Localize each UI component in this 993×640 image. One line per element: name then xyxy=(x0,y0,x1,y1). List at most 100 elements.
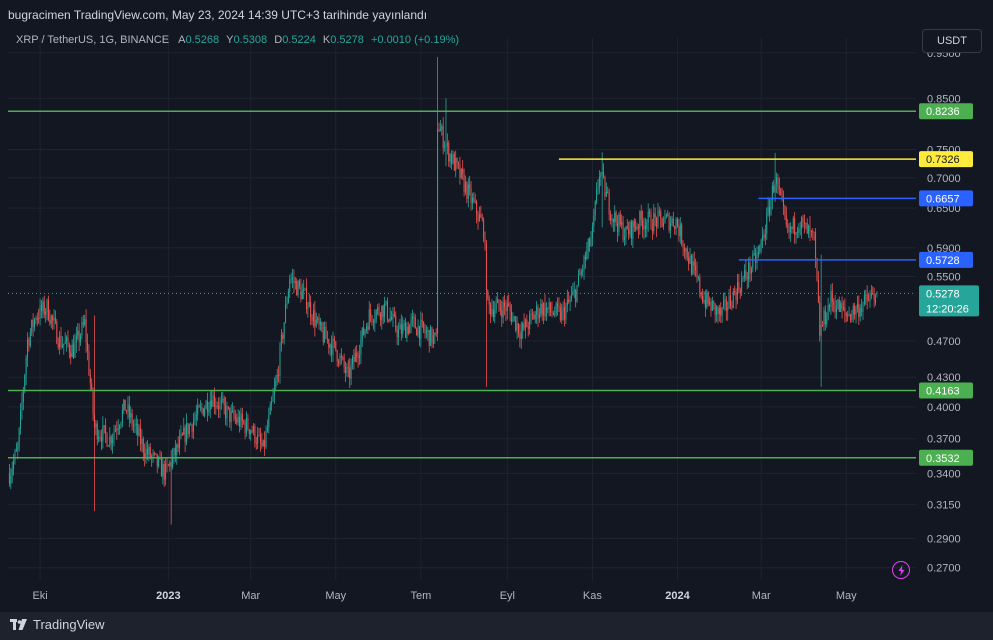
candle-body xyxy=(451,154,453,164)
candle-body xyxy=(780,189,782,195)
candle-body xyxy=(236,418,238,423)
y-tick-label: 0.3150 xyxy=(927,500,961,512)
candle-body xyxy=(240,413,242,427)
candle-body xyxy=(459,164,461,178)
tradingview-logo[interactable]: TradingView xyxy=(10,617,105,632)
x-tick-label: Eki xyxy=(32,590,47,602)
candle-body xyxy=(706,292,708,308)
candle-body xyxy=(642,219,644,230)
candle-body xyxy=(577,274,579,285)
price-chart[interactable]: 0.95000.85000.75000.70000.65000.59000.55… xyxy=(0,28,993,612)
candle-body xyxy=(854,305,856,315)
candle-body xyxy=(180,433,182,438)
candle-body xyxy=(559,307,561,321)
candle-body xyxy=(849,314,851,320)
candle-body xyxy=(796,232,798,234)
level-label: 0.5728 xyxy=(926,255,960,267)
candle-body xyxy=(38,317,40,319)
candle-body xyxy=(540,303,542,315)
candle-body xyxy=(239,416,241,427)
candle-body xyxy=(823,310,825,326)
candle-body xyxy=(322,330,324,342)
candle-body xyxy=(174,448,176,456)
candle-body xyxy=(386,300,388,320)
candle-body xyxy=(199,406,201,408)
candle-body xyxy=(22,390,24,402)
candle-body xyxy=(591,226,593,239)
candle-body xyxy=(414,317,416,329)
candle-body xyxy=(776,177,778,184)
candle-body xyxy=(513,316,515,318)
candle-body xyxy=(89,374,91,384)
candle-body xyxy=(135,423,137,426)
candle-body xyxy=(367,326,369,330)
level-label: 0.8236 xyxy=(926,106,960,118)
candle-body xyxy=(372,321,374,323)
candle-body xyxy=(272,395,274,402)
candle-body xyxy=(278,374,280,376)
candle-body xyxy=(734,290,736,293)
candle-body xyxy=(643,225,645,230)
candle-body xyxy=(654,213,656,218)
candle-body xyxy=(353,356,355,362)
candle-body xyxy=(612,218,614,222)
candle-body xyxy=(564,307,566,320)
candle-body xyxy=(88,350,90,375)
candle-body xyxy=(156,453,158,467)
candle-body xyxy=(24,375,26,391)
candle-body xyxy=(526,319,528,327)
y-tick-label: 0.4700 xyxy=(927,336,961,348)
candle-body xyxy=(494,310,496,317)
lightning-icon[interactable] xyxy=(892,561,910,579)
candle-body xyxy=(187,423,189,435)
candle-body xyxy=(714,303,716,315)
candle-body xyxy=(119,426,121,429)
level-label-box xyxy=(919,382,973,399)
footer-bar xyxy=(0,612,993,640)
candle-body xyxy=(179,437,181,448)
candle-body xyxy=(593,215,595,227)
candle-body xyxy=(142,438,144,453)
currency-button[interactable]: USDT xyxy=(922,29,982,53)
candle-body xyxy=(760,240,762,246)
candle-body xyxy=(537,306,539,319)
candle-body xyxy=(834,304,836,313)
candle-body xyxy=(707,292,709,304)
candle-body xyxy=(363,327,365,335)
last-price-box xyxy=(919,285,979,317)
candle-body xyxy=(403,323,405,325)
candle-body xyxy=(630,221,632,239)
candle-body xyxy=(78,330,80,342)
chart-area[interactable]: 0.9500 0.8500 0.7500 0.7000 0.6500 0.5900 0.55… xyxy=(0,28,993,612)
candle-body xyxy=(676,218,678,227)
candle-body xyxy=(649,211,651,213)
candle-body xyxy=(251,430,253,433)
candle-body xyxy=(329,344,331,348)
publisher-bar: bugracimen TradingView.com, May 23, 2024… xyxy=(0,0,993,28)
candle-body xyxy=(517,323,519,334)
candle-body xyxy=(813,231,815,233)
legend-change: +0.0010 (+0.19%) xyxy=(370,34,460,46)
candle-body xyxy=(177,444,179,448)
candle-body xyxy=(208,409,210,413)
candle-body xyxy=(304,288,306,290)
legend-close-label: K xyxy=(322,34,331,46)
candle-body xyxy=(778,186,780,190)
candle-body xyxy=(852,305,854,315)
countdown-label: 12:20:26 xyxy=(926,303,969,315)
candle-body xyxy=(502,301,504,318)
candle-body xyxy=(773,185,775,193)
candle-body xyxy=(589,239,591,247)
candle-body xyxy=(325,326,327,339)
candle-body xyxy=(28,339,30,346)
candle-body xyxy=(305,288,307,309)
candle-body xyxy=(505,306,507,312)
candle-body xyxy=(98,436,100,440)
candle-body xyxy=(138,428,140,436)
candle-body xyxy=(678,226,680,237)
candle-body xyxy=(368,309,370,330)
candle-body xyxy=(428,330,430,346)
last-price-label: 0.5278 xyxy=(926,288,960,300)
x-tick-label: Eyl xyxy=(500,590,515,602)
